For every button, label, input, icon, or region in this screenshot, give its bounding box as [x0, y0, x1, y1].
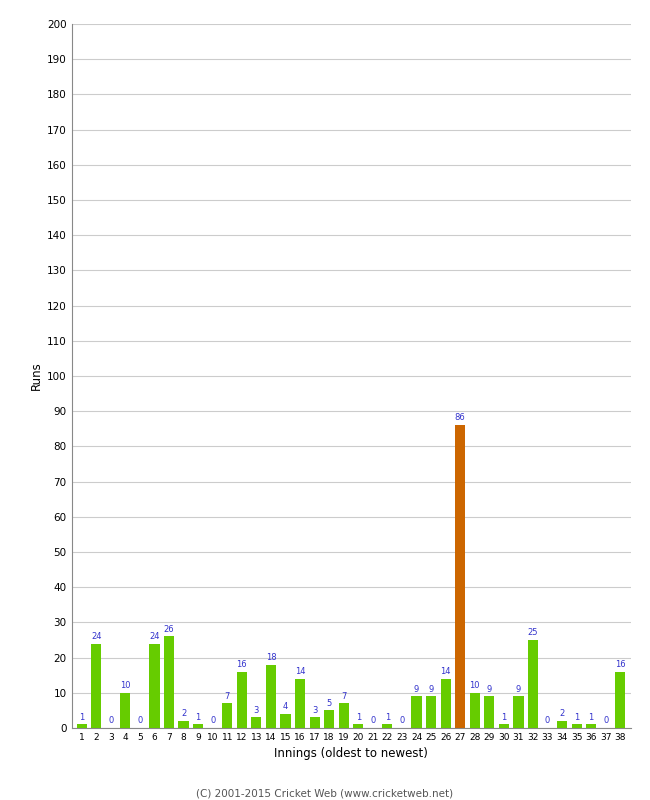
Bar [586, 725, 596, 728]
Bar [120, 693, 131, 728]
Bar [339, 703, 349, 728]
Bar [455, 426, 465, 728]
Text: 0: 0 [603, 716, 608, 725]
Bar [514, 696, 523, 728]
Bar [528, 640, 538, 728]
Text: 4: 4 [283, 702, 288, 711]
Y-axis label: Runs: Runs [30, 362, 43, 390]
Text: 0: 0 [545, 716, 550, 725]
Bar [295, 678, 305, 728]
Bar [164, 637, 174, 728]
Bar [499, 725, 509, 728]
Bar [411, 696, 422, 728]
Text: 1: 1 [501, 713, 506, 722]
Text: 0: 0 [370, 716, 376, 725]
Bar [470, 693, 480, 728]
Text: 0: 0 [137, 716, 142, 725]
Text: 5: 5 [326, 698, 332, 707]
Text: 0: 0 [210, 716, 215, 725]
Bar [426, 696, 436, 728]
Text: 86: 86 [455, 414, 465, 422]
Text: (C) 2001-2015 Cricket Web (www.cricketweb.net): (C) 2001-2015 Cricket Web (www.cricketwe… [196, 788, 454, 798]
Bar [222, 703, 232, 728]
Bar [615, 672, 625, 728]
Text: 7: 7 [341, 691, 346, 701]
Bar [382, 725, 393, 728]
Bar [484, 696, 495, 728]
Bar [441, 678, 450, 728]
Bar [237, 672, 247, 728]
Text: 3: 3 [312, 706, 317, 714]
Text: 16: 16 [615, 660, 625, 669]
Text: 1: 1 [196, 713, 201, 722]
Text: 0: 0 [108, 716, 114, 725]
Text: 2: 2 [181, 709, 186, 718]
Bar [91, 643, 101, 728]
Text: 25: 25 [528, 628, 538, 637]
Bar [280, 714, 291, 728]
Text: 14: 14 [295, 667, 306, 676]
Text: 1: 1 [385, 713, 390, 722]
Bar [309, 718, 320, 728]
Bar [77, 725, 87, 728]
Text: 16: 16 [237, 660, 247, 669]
Text: 1: 1 [356, 713, 361, 722]
Text: 10: 10 [469, 681, 480, 690]
Text: 1: 1 [588, 713, 594, 722]
Text: 24: 24 [91, 632, 101, 641]
Text: 1: 1 [79, 713, 84, 722]
Bar [571, 725, 582, 728]
Text: 14: 14 [440, 667, 451, 676]
Text: 26: 26 [164, 625, 174, 634]
Bar [324, 710, 334, 728]
Bar [353, 725, 363, 728]
Text: 3: 3 [254, 706, 259, 714]
Bar [266, 665, 276, 728]
Bar [252, 718, 261, 728]
Bar [557, 721, 567, 728]
Text: 24: 24 [150, 632, 160, 641]
Bar [193, 725, 203, 728]
Text: 18: 18 [266, 653, 276, 662]
X-axis label: Innings (oldest to newest): Innings (oldest to newest) [274, 747, 428, 761]
Text: 0: 0 [399, 716, 404, 725]
Text: 1: 1 [574, 713, 579, 722]
Text: 9: 9 [428, 685, 434, 694]
Bar [179, 721, 188, 728]
Text: 9: 9 [516, 685, 521, 694]
Bar [150, 643, 159, 728]
Text: 9: 9 [487, 685, 492, 694]
Text: 9: 9 [414, 685, 419, 694]
Text: 7: 7 [225, 691, 230, 701]
Text: 2: 2 [560, 709, 565, 718]
Text: 10: 10 [120, 681, 131, 690]
